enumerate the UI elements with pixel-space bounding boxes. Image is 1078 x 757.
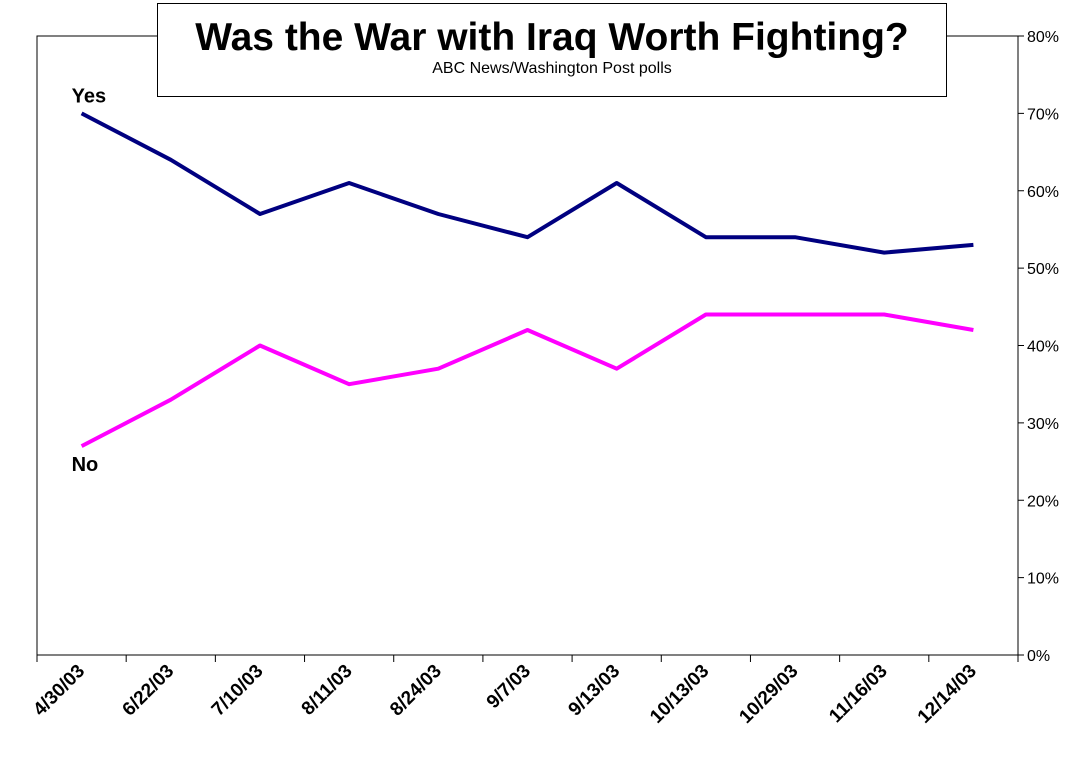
y-tick-label: 60% [1027, 184, 1059, 201]
x-axis: 4/30/03 6/22/03 7/10/03 8/11/03 8/24/03 9/7/0… [29, 655, 1019, 728]
series-line-no [80, 312, 974, 448]
y-tick-label: 0% [1027, 648, 1050, 665]
y-tick-label: 40% [1027, 339, 1059, 356]
y-tick-label: 80% [1027, 29, 1059, 46]
plot-border [36, 35, 1019, 656]
x-tick-label: 10/29/03 [735, 661, 802, 728]
x-tick-label: 8/11/03 [298, 661, 357, 720]
x-tick-label: 9/13/03 [565, 661, 625, 721]
plot-area [36, 35, 1019, 656]
series-label-no: No [72, 454, 99, 476]
y-axis: 0% 10% 20% 30% 40% 50% 60% 70% 80% [1018, 29, 1059, 665]
x-tick-label: 8/24/03 [386, 661, 446, 721]
x-tick-label: 10/13/03 [646, 661, 713, 728]
x-tick-label: 6/22/03 [119, 661, 179, 721]
x-tick-label: 12/14/03 [914, 661, 981, 728]
series-labels: Yes No [72, 85, 106, 476]
y-tick-label: 50% [1027, 261, 1059, 278]
chart-subtitle: ABC News/Washington Post polls [432, 60, 672, 77]
x-tick-label: 4/30/03 [29, 661, 89, 721]
series-lines [80, 111, 974, 448]
title-box: Was the War with Iraq Worth Fighting? AB… [157, 3, 947, 97]
x-tick-label: 11/16/03 [825, 661, 891, 727]
y-tick-label: 20% [1027, 493, 1059, 510]
x-tick-label: 9/7/03 [483, 661, 535, 713]
chart-title: Was the War with Iraq Worth Fighting? [195, 16, 909, 59]
series-line-yes [80, 111, 974, 255]
series-label-yes: Yes [72, 85, 106, 107]
y-tick-label: 70% [1027, 106, 1059, 123]
y-tick-label: 10% [1027, 571, 1059, 588]
x-tick-label: 7/10/03 [208, 661, 268, 721]
y-tick-label: 30% [1027, 416, 1059, 433]
